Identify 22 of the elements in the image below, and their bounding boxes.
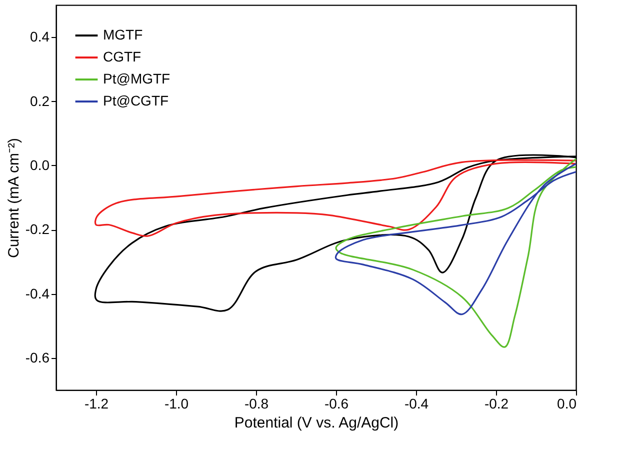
y-tick-label: 0.4	[30, 28, 50, 45]
x-tick-label: -0.4	[404, 396, 429, 412]
legend-label: Pt@CGTF	[103, 92, 169, 108]
x-tick-label: -0.2	[484, 396, 509, 412]
legend-label: Pt@MGTF	[103, 70, 170, 86]
x-tick-label: -1.0	[164, 396, 189, 412]
y-tick-label: 0.2	[30, 92, 50, 109]
x-tick-label: -1.2	[84, 396, 109, 412]
y-tick-label: -0.2	[25, 221, 50, 238]
y-tick-label: -0.4	[25, 285, 50, 302]
x-tick-label: -0.6	[324, 396, 349, 412]
y-tick-label: 0.0	[30, 156, 50, 173]
legend-label: MGTF	[103, 26, 143, 42]
x-axis-title: Potential (V vs. Ag/AgCl)	[234, 414, 399, 432]
legend-label: CGTF	[103, 48, 142, 64]
y-tick-label: -0.6	[25, 349, 50, 366]
line-series	[335, 163, 577, 316]
x-tick-label: -0.8	[244, 396, 269, 412]
line-series	[335, 158, 577, 348]
x-tick-label: 0.0	[557, 396, 577, 412]
y-axis-title: Current (mA cm⁻²)	[5, 138, 22, 258]
line-series	[95, 159, 577, 237]
